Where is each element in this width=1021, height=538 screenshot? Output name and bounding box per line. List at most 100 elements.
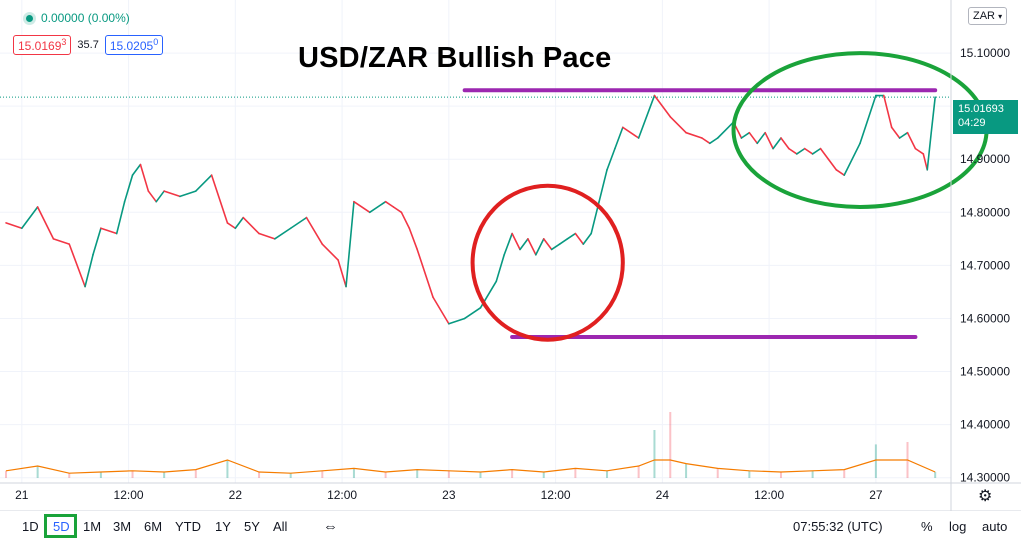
price-segment: [748, 131, 759, 145]
price-segment: [535, 238, 545, 256]
clock-label[interactable]: 07:55:32 (UTC): [793, 519, 883, 534]
timeframe-5d-button[interactable]: 5D: [53, 519, 70, 534]
auto-toggle[interactable]: auto: [982, 519, 1008, 534]
chart-title: USD/ZAR Bullish Pace: [298, 42, 612, 74]
price-segment: [495, 253, 506, 283]
volume-bar: [653, 430, 656, 478]
x-tick-label: 12:00: [327, 488, 357, 502]
price-segment: [337, 259, 347, 288]
timeframe-1d-button[interactable]: 1D: [22, 519, 39, 534]
currency-selector[interactable]: ZAR ▾: [968, 7, 1008, 25]
percent-toggle[interactable]: %: [921, 519, 933, 534]
timeframe-ytd-button[interactable]: YTD: [175, 519, 201, 534]
gear-icon[interactable]: ⚙: [978, 488, 993, 505]
price-segment: [68, 243, 86, 288]
price-segment: [795, 147, 806, 155]
price-segment: [622, 126, 640, 139]
last-price-value: 15.01693: [958, 103, 1004, 115]
price-segment: [242, 216, 260, 235]
price-segment: [906, 131, 917, 150]
price-segment: [685, 131, 703, 139]
price-segment: [234, 216, 245, 230]
volume-bar: [874, 444, 877, 478]
currency-label: ZAR: [973, 10, 995, 22]
price-segment: [353, 200, 371, 214]
price-segment: [835, 169, 846, 176]
price-segment: [859, 94, 877, 145]
y-tick-label: 14.30000: [960, 471, 1010, 485]
volume-bar: [843, 469, 846, 478]
price-segment: [21, 206, 39, 230]
timeframe-all-button[interactable]: All: [273, 519, 288, 534]
price-segment: [210, 174, 229, 224]
bid-superscript: 3: [61, 37, 67, 47]
timeframe-1m-button[interactable]: 1M: [83, 519, 102, 534]
volume-bar: [226, 460, 229, 478]
bearish-zone-ellipse: [470, 183, 625, 342]
price-segment: [598, 169, 608, 203]
price-segment: [155, 190, 165, 203]
volume-bar: [685, 463, 688, 478]
price-segment: [709, 137, 719, 145]
log-toggle[interactable]: log: [949, 519, 967, 534]
price-segment: [416, 248, 434, 299]
price-segment: [100, 227, 118, 235]
volume-bar: [68, 473, 71, 478]
volume-bar: [194, 469, 197, 478]
price-segment: [92, 227, 102, 256]
price-segment: [226, 222, 237, 230]
y-tick-label: 14.90000: [960, 152, 1010, 166]
timeframe-6m-button[interactable]: 6M: [144, 519, 163, 534]
x-tick-label: 12:00: [114, 488, 144, 502]
price-segment: [392, 206, 403, 214]
timeframe-5y-button[interactable]: 5Y: [244, 519, 260, 534]
ask-button[interactable]: 15.02050: [104, 35, 164, 55]
price-segment: [922, 153, 929, 171]
timeframe-3m-button[interactable]: 3M: [113, 519, 132, 534]
price-segment: [194, 174, 213, 192]
price-segment: [147, 190, 158, 203]
volume-bar: [36, 466, 39, 478]
price-segment: [558, 238, 569, 245]
price-segment: [582, 232, 592, 245]
price-segment: [827, 158, 838, 171]
price-segment: [669, 115, 687, 134]
volume-bar: [163, 472, 166, 478]
price-segment: [740, 131, 751, 139]
bid-button[interactable]: 15.01693: [13, 35, 72, 55]
price-segment: [432, 296, 450, 325]
chart-grid: [0, 0, 951, 483]
volume-bars: [5, 412, 937, 478]
price-segment: [926, 131, 933, 171]
volume-bar: [669, 412, 672, 478]
price-segment: [274, 227, 292, 240]
price-segment: [819, 147, 830, 161]
y-tick-label: 14.50000: [960, 365, 1010, 379]
price-chart[interactable]: 15.1000015.0000014.9000014.8000014.70000…: [0, 0, 1021, 511]
price-segment: [898, 131, 909, 139]
price-segment: [448, 317, 466, 325]
price-change-row: 0.00000 (0.00%): [26, 11, 130, 25]
ask-superscript: 0: [153, 37, 159, 47]
volume-bar: [574, 468, 577, 478]
y-tick-label: 15.10000: [960, 46, 1010, 60]
price-segment: [653, 94, 672, 118]
volume-bar: [779, 472, 782, 478]
x-tick-label: 24: [656, 488, 670, 502]
timeframe-1y-button[interactable]: 1Y: [215, 519, 231, 534]
y-tick-label: 14.80000: [960, 205, 1010, 219]
price-segment: [115, 200, 126, 235]
chevron-down-icon: ▾: [998, 12, 1003, 21]
spread-value: 35.7: [77, 39, 99, 51]
price-segment: [930, 96, 936, 134]
price-segment: [637, 94, 656, 139]
price-segment: [803, 147, 814, 155]
y-tick-label: 14.70000: [960, 258, 1010, 272]
price-segment: [36, 206, 55, 240]
volume-bar: [447, 470, 450, 478]
date-range-icon[interactable]: ⇔: [323, 518, 338, 535]
price-segment: [550, 243, 561, 251]
volume-bar: [542, 472, 545, 478]
price-series: [0, 94, 951, 325]
x-tick-label: 23: [442, 488, 456, 502]
